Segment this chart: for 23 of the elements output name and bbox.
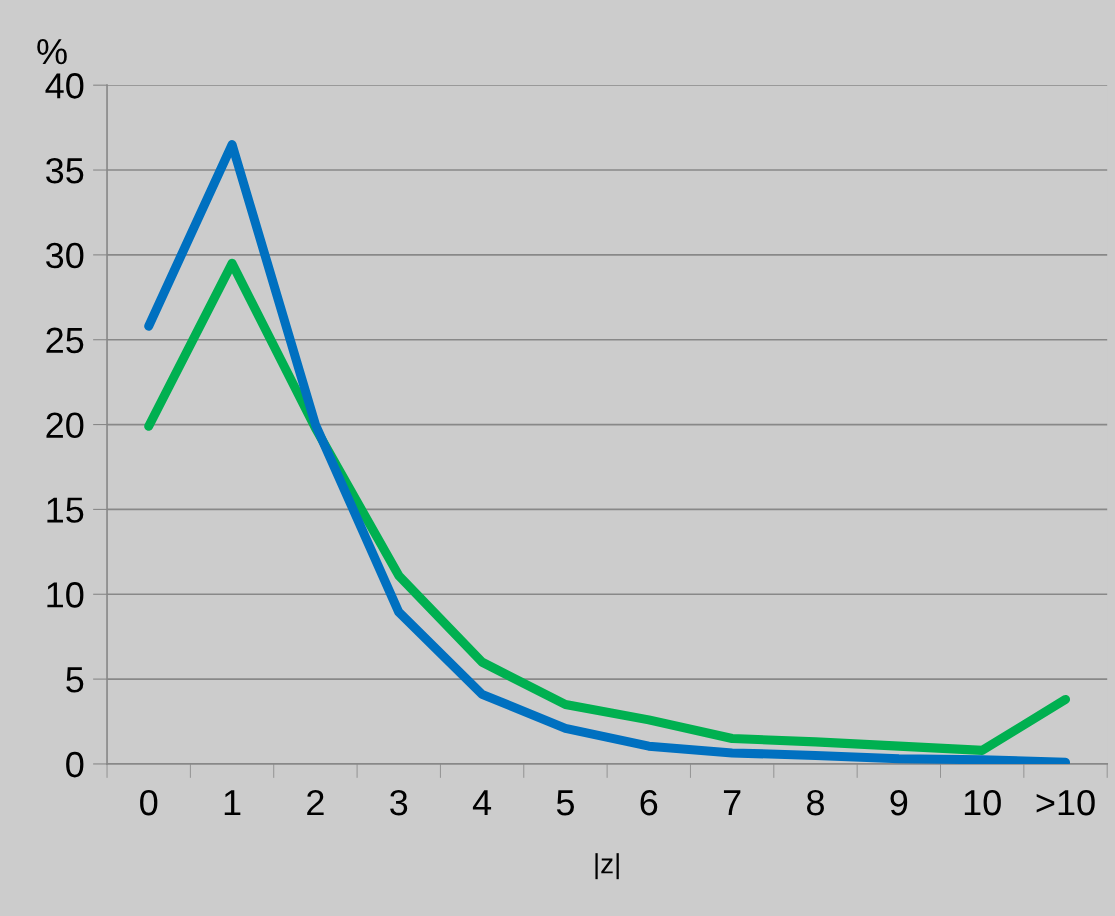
x-tick-label: 2 (307, 789, 324, 816)
x-tick-label: 4 (472, 790, 492, 816)
x-tick-label: 5 (556, 790, 574, 816)
x-tick-label: 3 (390, 789, 408, 816)
x-tick-label: 6 (640, 789, 658, 816)
y-tick-label: 20 (46, 412, 84, 439)
x-tick-label: 8 (807, 789, 824, 816)
x-tick-label: 7 (723, 790, 741, 816)
x-tick-label: >10 (1036, 789, 1095, 816)
y-tick-label: 35 (46, 157, 84, 184)
y-tick-label: 40 (45, 73, 84, 99)
x-tick-label: 1 (224, 790, 241, 816)
y-tick-label: 25 (46, 327, 84, 354)
y-tick-label: 5 (66, 667, 84, 693)
y-tick-label: 10 (47, 582, 84, 608)
x-tick-label: 10 (964, 789, 1001, 816)
x-tick-label: 0 (140, 789, 158, 816)
y-tick-label: 0 (66, 751, 84, 778)
x-axis-title: |z| (595, 853, 619, 880)
x-tick-label: 9 (890, 789, 908, 816)
y-tick-label: 15 (47, 497, 84, 523)
y-tick-label: 30 (46, 242, 84, 269)
y-axis-title: % (37, 39, 67, 65)
